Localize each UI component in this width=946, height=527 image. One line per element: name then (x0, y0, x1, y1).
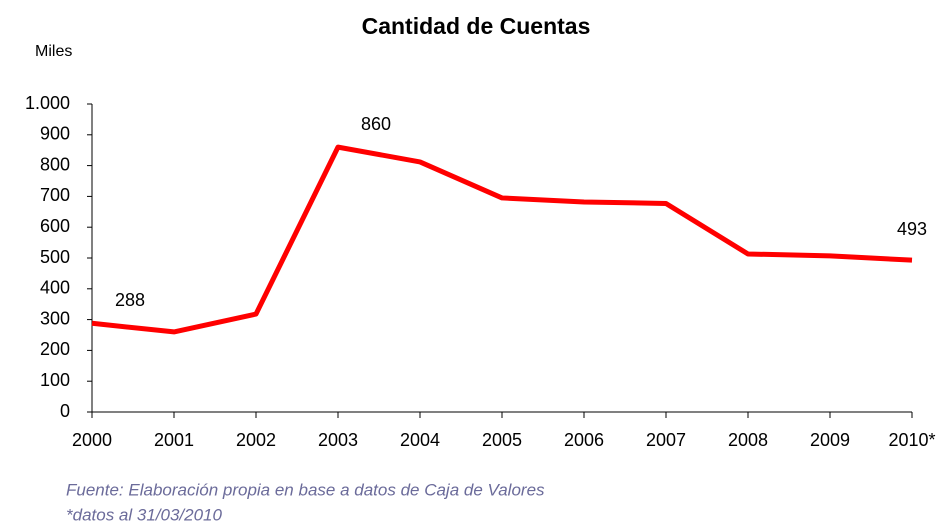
x-tick-label: 2008 (728, 430, 768, 450)
x-tick-label: 2010* (888, 430, 935, 450)
y-tick-label: 300 (40, 308, 70, 328)
footnote: *datos al 31/03/2010 (66, 505, 223, 524)
data-line (91, 144, 913, 335)
y-tick-label: 700 (40, 185, 70, 205)
x-tick-label: 2009 (810, 430, 850, 450)
x-tick-label: 2000 (72, 430, 112, 450)
x-tick-label: 2003 (318, 430, 358, 450)
data-label: 288 (115, 290, 145, 310)
data-label: 493 (897, 219, 927, 239)
x-tick-label: 2002 (236, 430, 276, 450)
y-tick-label: 200 (40, 339, 70, 359)
unit-label: Miles (35, 43, 72, 60)
x-tick-label: 2004 (400, 430, 440, 450)
y-tick-label: 800 (40, 154, 70, 174)
y-tick-label: 400 (40, 278, 70, 298)
y-tick-label: 500 (40, 247, 70, 267)
x-tick-label: 2005 (482, 430, 522, 450)
x-tick-label: 2006 (564, 430, 604, 450)
y-tick-label: 100 (40, 370, 70, 390)
footnote: Fuente: Elaboración propia en base a dat… (66, 480, 545, 499)
data-label: 860 (361, 114, 391, 134)
y-tick-label: 600 (40, 216, 70, 236)
x-tick-label: 2001 (154, 430, 194, 450)
chart-title: Cantidad de Cuentas (362, 13, 591, 39)
y-tick-label: 900 (40, 124, 70, 144)
y-tick-label: 1.000 (25, 93, 70, 113)
x-tick-label: 2007 (646, 430, 686, 450)
y-tick-label: 0 (60, 401, 70, 421)
